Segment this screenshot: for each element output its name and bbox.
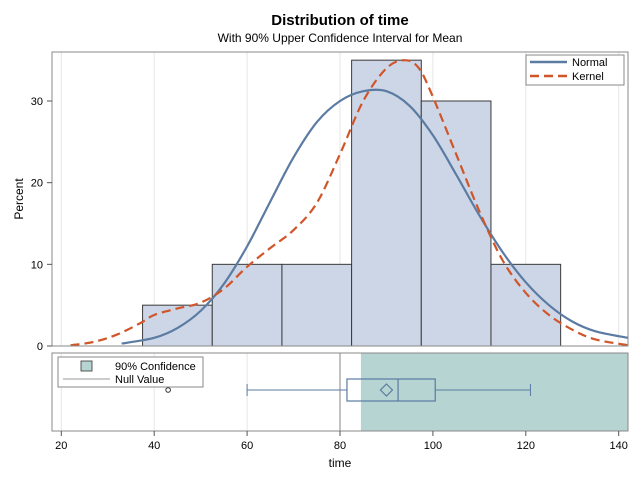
x-tick-label-100: 100 xyxy=(424,440,442,452)
histogram-bar-5 xyxy=(420,100,492,347)
density-legend-frame xyxy=(525,54,625,86)
x-tick-label-60: 60 xyxy=(241,440,253,452)
histogram-bar-4 xyxy=(351,59,422,347)
histogram-bar-3 xyxy=(281,263,353,347)
boxplot-legend: 90% Confidence Null Value xyxy=(57,356,204,388)
confidence-interval-band xyxy=(360,353,628,431)
y-tick-label-0: 0 xyxy=(37,341,43,353)
y-axis-ticks: 0 10 20 30 xyxy=(31,96,52,353)
legend-normal-label: Normal xyxy=(572,57,607,69)
x-tick-label-80: 80 xyxy=(334,440,346,452)
boxplot-panel xyxy=(60,353,628,431)
top-panel-frame xyxy=(51,51,629,347)
histogram-bar-2 xyxy=(211,263,283,347)
histogram-bars xyxy=(142,59,562,347)
density-curves xyxy=(70,59,629,347)
y-tick-label-20: 20 xyxy=(31,178,43,190)
outlier-point-1 xyxy=(165,387,171,393)
x-tick-label-140: 140 xyxy=(610,440,628,452)
x-axis-ticks: 20 40 60 80 100 120 140 xyxy=(55,431,628,452)
confidence-legend-swatch xyxy=(80,360,93,372)
legend-kernel-label: Kernel xyxy=(572,71,604,83)
kernel-curve xyxy=(70,59,629,347)
legend-null-value-label: Null Value xyxy=(115,374,164,386)
legend-confidence-label: 90% Confidence xyxy=(115,361,196,373)
x-tick-label-120: 120 xyxy=(517,440,535,452)
y-axis-label: Percent xyxy=(12,178,26,220)
mean-marker xyxy=(379,383,394,397)
density-legend: Normal Kernel xyxy=(525,54,625,86)
x-tick-label-40: 40 xyxy=(148,440,160,452)
x-tick-label-20: 20 xyxy=(55,440,67,452)
y-tick-label-30: 30 xyxy=(31,96,43,108)
x-axis-label: time xyxy=(329,456,352,470)
interquartile-box xyxy=(346,378,436,402)
chart-subtitle: With 90% Upper Confidence Interval for M… xyxy=(218,31,463,45)
chart-title: Distribution of time xyxy=(271,12,409,29)
y-tick-label-10: 10 xyxy=(31,259,43,271)
normal-curve xyxy=(121,88,629,345)
